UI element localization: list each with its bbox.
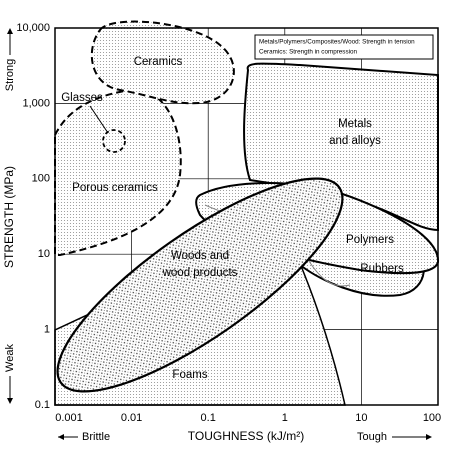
x-tick-label: 100 (423, 412, 441, 424)
y-tick-label: 10,000 (16, 22, 50, 34)
y-high-label: Strong (4, 59, 16, 91)
y-tick-label: 100 (32, 173, 50, 185)
legend-text: Ceramics: Strength in compression (259, 49, 357, 56)
x-axis-label: TOUGHNESS (kJ/m²) (188, 429, 304, 443)
y-low-label: Weak (4, 344, 16, 372)
x-tick-label: 0.01 (121, 412, 142, 424)
region-label: Rubbers (360, 263, 404, 275)
woods-region (56, 177, 344, 393)
x-tick-label: 0.1 (201, 412, 216, 424)
y-tick-label: 1 (44, 324, 50, 336)
region-label: Metals (338, 118, 372, 130)
arrow-head (7, 28, 13, 34)
y-tick-label: 1,000 (22, 97, 50, 109)
arrow-head (58, 434, 64, 440)
x-high-label: Tough (357, 431, 387, 443)
ceramics-region (90, 20, 235, 105)
arrow-head (7, 398, 13, 404)
glasses-pointer (89, 105, 109, 134)
y-tick-label: 0.1 (35, 399, 50, 411)
x-tick-label: 1 (282, 412, 288, 424)
glasses-region (102, 129, 126, 153)
legend-text: Metals/Polymers/Composites/Wood: Strengt… (259, 39, 415, 46)
x-low-label: Brittle (82, 431, 110, 443)
porous-ceramics-region (54, 88, 182, 256)
x-tick-label: 0.001 (55, 412, 83, 424)
region-label: wood products (162, 267, 238, 279)
y-tick-label: 10 (38, 248, 50, 260)
region-label: Porous ceramics (72, 182, 158, 194)
region-label: Woods and (171, 250, 229, 262)
region-label: Polymers (346, 234, 394, 246)
region-label: and alloys (329, 135, 381, 147)
region-label: Foams (172, 369, 207, 381)
y-axis-label: STRENGTH (MPa) (2, 166, 16, 268)
legend-box (254, 34, 434, 60)
arrow-head (426, 434, 432, 440)
region-label: Ceramics (134, 56, 183, 68)
region-label: Glasses (61, 92, 103, 104)
x-tick-label: 10 (355, 412, 367, 424)
plot-frame (54, 27, 439, 406)
